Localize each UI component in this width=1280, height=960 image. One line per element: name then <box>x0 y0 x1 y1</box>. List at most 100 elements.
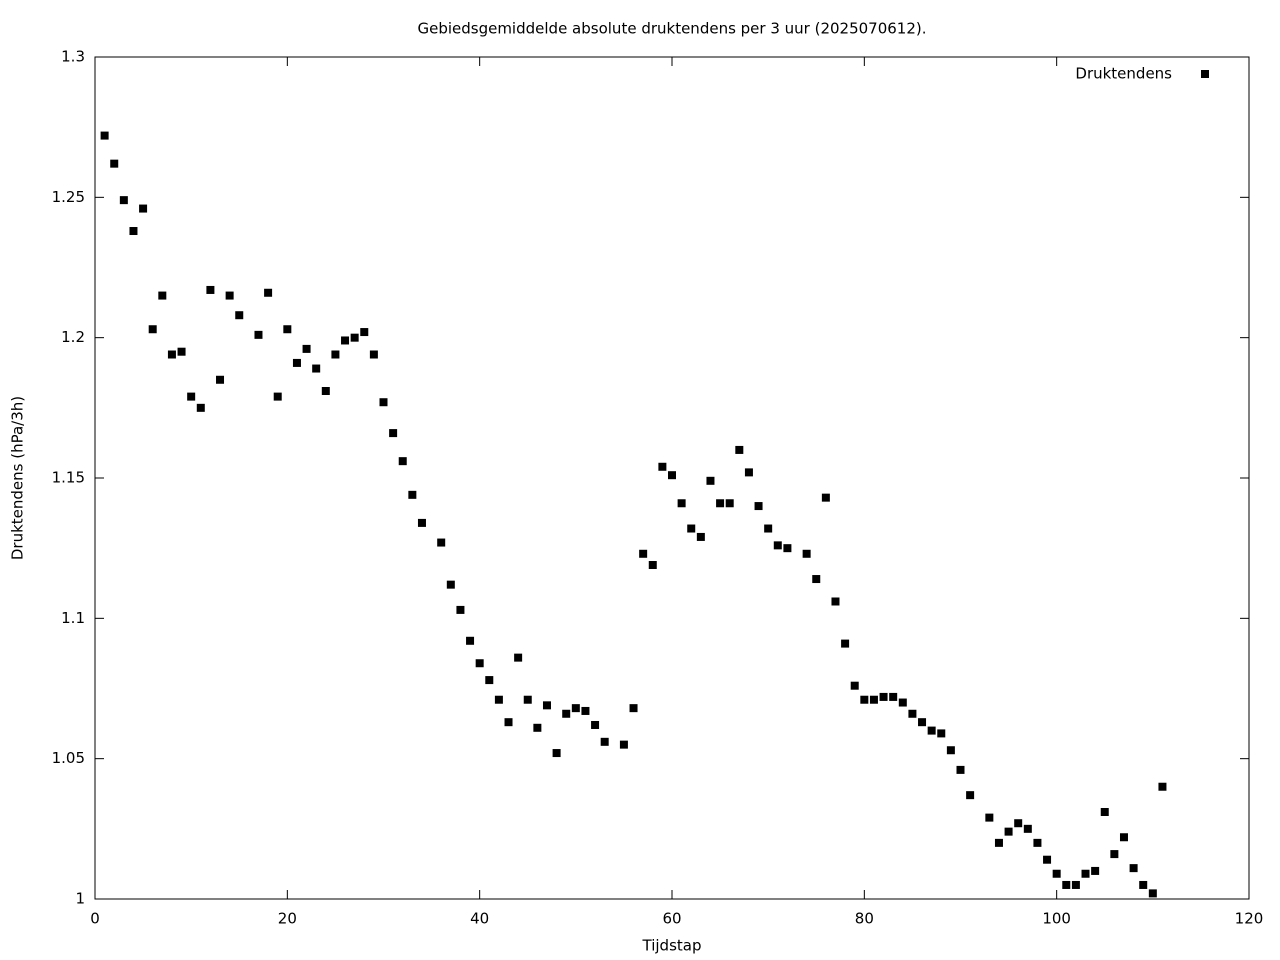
point <box>1129 864 1138 873</box>
point <box>571 704 580 713</box>
point <box>1158 782 1167 791</box>
x-tick-label: 40 <box>470 910 489 928</box>
point <box>100 131 109 140</box>
point <box>312 364 321 373</box>
point <box>687 524 696 533</box>
point <box>619 740 628 749</box>
point <box>1119 833 1128 842</box>
point <box>1100 807 1109 816</box>
point <box>773 541 782 550</box>
point <box>706 476 715 485</box>
point <box>918 718 927 727</box>
point <box>158 291 167 300</box>
point <box>504 718 513 727</box>
point <box>148 325 157 334</box>
point <box>696 532 705 541</box>
point <box>273 392 282 401</box>
point <box>331 350 340 359</box>
point <box>254 330 263 339</box>
point <box>523 695 532 704</box>
point <box>1110 850 1119 859</box>
point <box>225 291 234 300</box>
y-tick-label: 1.1 <box>61 609 85 627</box>
point <box>937 729 946 738</box>
point <box>668 471 676 480</box>
x-tick-label: 0 <box>90 910 100 928</box>
point <box>831 597 840 606</box>
point <box>754 502 763 511</box>
point <box>898 698 907 707</box>
point <box>417 518 426 527</box>
point <box>639 549 648 558</box>
point <box>350 333 359 342</box>
point <box>783 544 792 553</box>
point <box>321 386 330 395</box>
point <box>456 605 465 614</box>
point <box>1071 880 1080 889</box>
point <box>542 701 551 710</box>
point <box>985 813 994 822</box>
x-tick-label: 120 <box>1235 910 1264 928</box>
point <box>408 490 417 499</box>
y-tick-label: 1.2 <box>61 328 85 346</box>
point <box>283 325 292 334</box>
point <box>475 659 484 668</box>
y-axis-label: Druktendens (hPa/3h) <box>9 396 27 560</box>
point <box>196 403 205 412</box>
point <box>735 445 744 454</box>
legend-label: Druktendens <box>1075 65 1172 83</box>
point <box>562 709 571 718</box>
point <box>581 706 590 715</box>
point <box>1148 889 1157 898</box>
x-tick-label: 60 <box>662 910 681 928</box>
point <box>658 462 667 471</box>
point <box>1004 827 1013 836</box>
point <box>235 311 244 320</box>
point <box>1052 869 1061 878</box>
y-tick-label: 1.05 <box>52 749 85 767</box>
point <box>292 358 301 367</box>
point <box>908 709 917 718</box>
point <box>1014 819 1023 828</box>
point <box>302 344 311 353</box>
point <box>1139 880 1148 889</box>
x-tick-label: 20 <box>278 910 297 928</box>
point <box>1033 838 1042 847</box>
point <box>1023 824 1032 833</box>
point <box>514 653 523 662</box>
point <box>437 538 446 547</box>
point <box>119 196 128 205</box>
point <box>398 457 407 466</box>
point <box>216 375 225 384</box>
chart-title: Gebiedsgemiddelde absolute druktendens p… <box>417 20 926 38</box>
x-axis-label: Tijdstap <box>642 937 702 955</box>
point <box>552 749 561 758</box>
point <box>994 838 1003 847</box>
y-tick-label: 1 <box>75 890 85 908</box>
point <box>341 336 350 345</box>
point <box>802 549 811 558</box>
point <box>446 580 455 589</box>
point <box>879 692 888 701</box>
point <box>841 639 850 648</box>
point <box>369 350 378 359</box>
point <box>927 726 936 735</box>
point <box>591 720 600 729</box>
point <box>821 493 830 502</box>
point <box>600 737 609 746</box>
point <box>1091 866 1100 875</box>
point <box>744 468 753 477</box>
point <box>812 575 821 584</box>
point <box>889 692 898 701</box>
point <box>533 723 542 732</box>
x-tick-label: 100 <box>1042 910 1071 928</box>
point <box>966 791 975 800</box>
point <box>187 392 196 401</box>
point <box>677 499 686 508</box>
point <box>946 746 955 755</box>
point <box>110 159 119 168</box>
y-tick-label: 1.15 <box>52 469 85 487</box>
point <box>648 561 657 570</box>
point <box>167 350 176 359</box>
point <box>379 398 388 407</box>
